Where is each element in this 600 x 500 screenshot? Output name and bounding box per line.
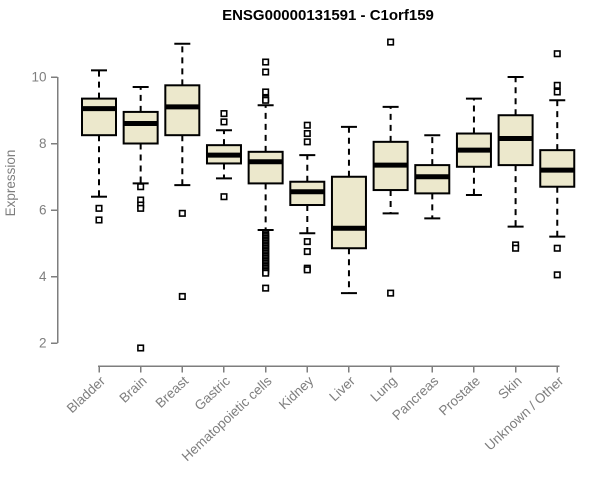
outlier-point bbox=[137, 344, 145, 352]
chart-title: ENSG00000131591 - C1orf159 bbox=[222, 7, 434, 24]
box-bladder bbox=[81, 97, 117, 137]
outlier-point bbox=[303, 138, 311, 146]
outlier-point bbox=[553, 244, 561, 252]
x-tick-label: Liver bbox=[326, 373, 358, 404]
outlier-point bbox=[303, 238, 311, 246]
outlier-point bbox=[553, 50, 561, 58]
x-tick-label: Bladder bbox=[64, 373, 109, 416]
box-brain bbox=[122, 110, 159, 145]
box-liver bbox=[330, 175, 367, 250]
x-tick-label: Breast bbox=[153, 373, 192, 411]
x-tick-label: Lung bbox=[367, 373, 399, 404]
outlier-point bbox=[220, 118, 228, 126]
outlier-point bbox=[220, 193, 228, 201]
x-tick-label: Prostate bbox=[436, 373, 483, 418]
y-tick-label: 6 bbox=[39, 203, 47, 218]
outlier-point bbox=[303, 266, 311, 274]
y-tick-label: 10 bbox=[31, 70, 46, 85]
outlier-point bbox=[95, 204, 103, 212]
y-tick-label: 8 bbox=[39, 136, 47, 151]
outlier-point bbox=[137, 204, 145, 212]
outlier-point bbox=[95, 216, 103, 224]
outlier-point bbox=[512, 244, 520, 252]
outlier-point bbox=[178, 292, 186, 301]
box-breast bbox=[164, 84, 201, 137]
x-tick-label: Brain bbox=[116, 373, 149, 405]
outlier-point bbox=[553, 271, 561, 279]
y-tick-label: 2 bbox=[39, 336, 47, 351]
y-tick-label: 4 bbox=[39, 269, 47, 284]
x-tick-label: Unknown / Other bbox=[482, 373, 567, 453]
outlier-point bbox=[137, 183, 145, 191]
outlier-point bbox=[262, 58, 270, 66]
outlier-point bbox=[303, 121, 311, 129]
x-tick-label: Kidney bbox=[276, 373, 317, 412]
x-tick-label: Skin bbox=[495, 373, 524, 402]
outlier-point bbox=[262, 96, 270, 104]
box-hematopoietic-cells bbox=[247, 150, 284, 185]
outlier-point bbox=[262, 68, 270, 76]
outlier-point bbox=[178, 209, 186, 217]
outlier-point bbox=[262, 88, 270, 96]
outlier-point bbox=[262, 269, 270, 277]
outlier-point bbox=[303, 129, 311, 138]
x-tick-label: Pancreas bbox=[389, 373, 441, 423]
outlier-point bbox=[387, 289, 395, 297]
outlier-point bbox=[553, 88, 561, 96]
outlier-point bbox=[553, 81, 561, 89]
outlier-point bbox=[303, 248, 311, 256]
outlier-point bbox=[262, 284, 270, 292]
outlier-point bbox=[387, 38, 395, 46]
outlier-point bbox=[220, 110, 228, 118]
